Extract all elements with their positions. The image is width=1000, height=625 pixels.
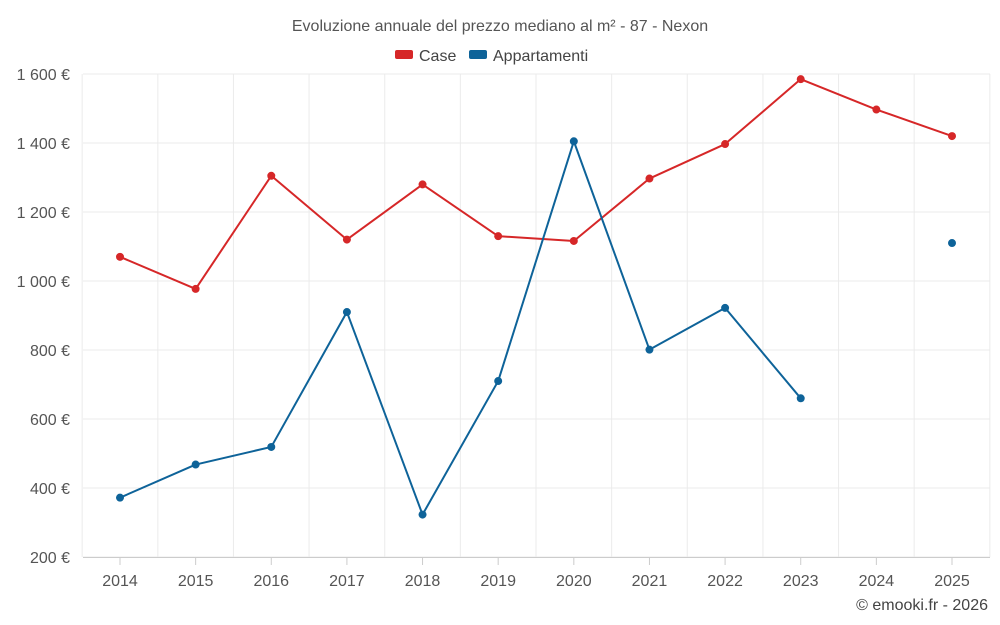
y-tick-label: 1 600 € [17,67,70,84]
series-case [116,75,956,293]
series-line-case [119,78,953,290]
data-point-case[interactable] [569,236,578,245]
data-point-case[interactable] [948,132,956,141]
data-point-case[interactable] [191,284,200,293]
x-tick-label: 2019 [480,573,516,590]
x-tick-label: 2015 [178,573,214,590]
legend-label-case: Case [419,48,456,65]
y-tick-label: 200 € [30,550,70,567]
data-point-appartamenti[interactable] [796,394,805,403]
data-point-case[interactable] [796,75,805,84]
y-tick-label: 1 200 € [17,205,70,222]
legend-item-case[interactable]: Case [395,48,456,65]
y-tick-label: 800 € [30,343,70,360]
data-point-case[interactable] [645,174,654,183]
data-point-appartamenti[interactable] [645,345,654,354]
legend-label-appartamenti: Appartamenti [493,48,588,65]
y-tick-label: 600 € [30,412,70,429]
data-point-appartamenti[interactable] [569,137,578,146]
data-point-appartamenti[interactable] [721,303,730,312]
data-point-appartamenti[interactable] [116,493,124,502]
series-appartamenti [116,137,956,519]
x-tick-label: 2016 [253,573,289,590]
data-point-appartamenti[interactable] [342,308,351,317]
credit-text: © emooki.fr - 2026 [856,597,988,614]
chart-title: Evoluzione annuale del prezzo mediano al… [292,18,708,35]
x-tick-label: 2025 [934,573,970,590]
x-tick-label: 2020 [556,573,592,590]
data-point-appartamenti[interactable] [267,442,276,451]
data-point-case[interactable] [872,105,881,114]
data-point-case[interactable] [494,232,503,241]
legend-item-appartamenti[interactable]: Appartamenti [469,48,588,65]
y-tick-label: 1 000 € [17,274,70,291]
data-point-appartamenti[interactable] [191,460,200,469]
data-point-appartamenti[interactable] [948,239,956,248]
legend-swatch-case [395,50,413,59]
x-tick-label: 2017 [329,573,365,590]
x-tick-label: 2014 [102,573,138,590]
y-tick-label: 1 400 € [17,136,70,153]
legend: Case Appartamenti [395,48,588,65]
data-point-appartamenti[interactable] [494,377,503,386]
data-point-case[interactable] [116,252,124,261]
data-point-appartamenti[interactable] [418,510,427,519]
data-point-case[interactable] [342,235,351,244]
x-tick-label: 2021 [632,573,668,590]
x-tick-label: 2023 [783,573,819,590]
data-point-case[interactable] [721,140,730,149]
data-point-case[interactable] [267,171,276,180]
x-tick-label: 2018 [405,573,441,590]
data-point-case[interactable] [418,180,427,189]
y-tick-label: 400 € [30,481,70,498]
x-tick-label: 2022 [707,573,743,590]
x-tick-label: 2024 [859,573,895,590]
legend-swatch-appartamenti [469,50,487,59]
